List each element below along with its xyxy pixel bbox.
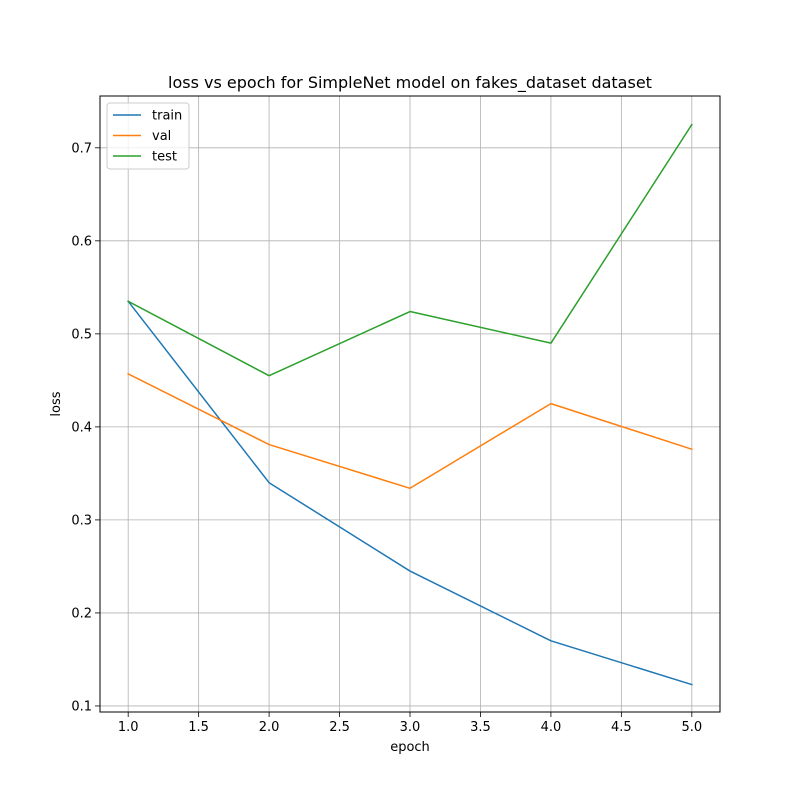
y-tick-label: 0.2: [71, 606, 92, 621]
x-axis-label: epoch: [390, 740, 430, 755]
x-tick-label: 4.5: [611, 720, 632, 735]
legend: train val test: [106, 102, 190, 170]
legend-box: [106, 102, 190, 170]
x-axis: 1.0 1.5 2.0 2.5 3.0 3.5 4.0 4.5 5.0: [118, 712, 702, 735]
series-lines: [127, 123, 693, 686]
legend-label-val: val: [152, 129, 171, 144]
grid: [100, 96, 720, 712]
x-tick-label: 3.0: [400, 720, 421, 735]
legend-label-train: train: [152, 109, 182, 124]
y-axis-label: loss: [49, 391, 64, 416]
y-tick-label: 0.6: [71, 234, 92, 249]
x-tick-label: 1.0: [118, 720, 139, 735]
x-tick-label: 2.5: [329, 720, 350, 735]
y-tick-label: 0.5: [71, 327, 92, 342]
legend-label-test: test: [152, 150, 177, 165]
y-tick-label: 0.3: [71, 513, 92, 528]
x-tick-label: 4.0: [541, 720, 562, 735]
chart-title: loss vs epoch for SimpleNet model on fak…: [168, 73, 652, 93]
y-axis: 0.1 0.2 0.3 0.4 0.5 0.6 0.7: [71, 141, 100, 714]
x-tick-label: 5.0: [681, 720, 702, 735]
series-line-test: [127, 123, 693, 377]
x-tick-label: 2.0: [259, 720, 280, 735]
y-tick-label: 0.1: [71, 699, 92, 714]
y-tick-label: 0.4: [71, 420, 92, 435]
series-line-val: [127, 372, 693, 490]
x-tick-label: 3.5: [470, 720, 491, 735]
x-tick-label: 1.5: [188, 720, 209, 735]
y-tick-label: 0.7: [71, 141, 92, 156]
series-line-train: [127, 300, 693, 686]
